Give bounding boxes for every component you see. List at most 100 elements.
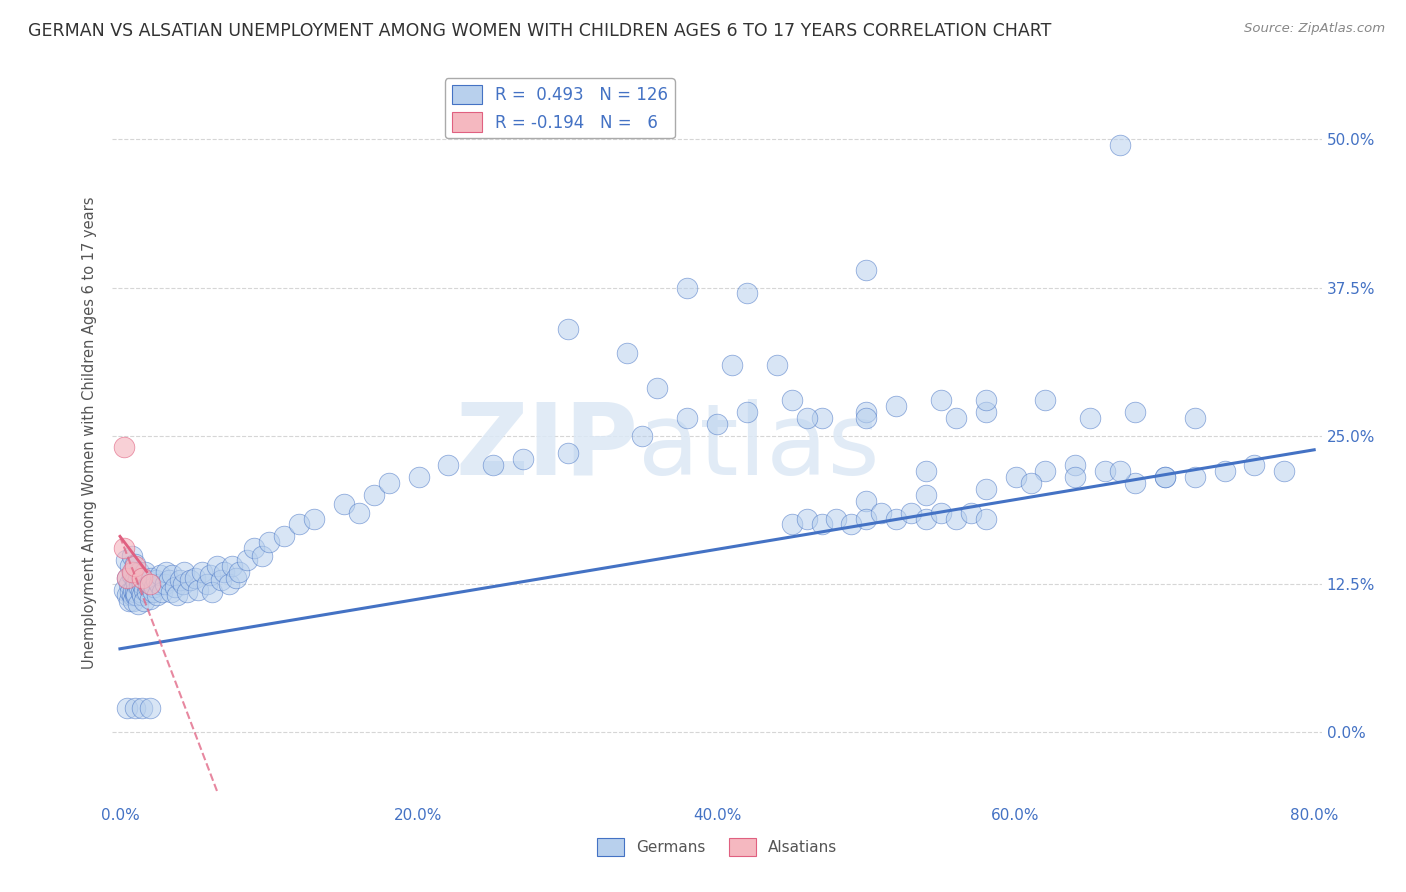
Point	[121, 565, 143, 579]
Point	[148, 576, 170, 591]
Point	[131, 701, 153, 715]
Point	[132, 582, 155, 597]
Point	[136, 580, 159, 594]
Point	[1123, 405, 1146, 419]
Point	[225, 571, 247, 585]
Point	[172, 576, 194, 591]
Point	[1154, 470, 1177, 484]
Point	[117, 571, 139, 585]
Point	[179, 573, 201, 587]
Point	[1272, 464, 1295, 478]
Point	[929, 392, 952, 407]
Point	[377, 475, 399, 490]
Point	[810, 517, 832, 532]
Point	[201, 585, 224, 599]
Point	[1078, 410, 1101, 425]
Point	[124, 557, 146, 571]
Point	[616, 345, 638, 359]
Point	[437, 458, 460, 473]
Point	[211, 573, 233, 587]
Point	[159, 585, 181, 599]
Point	[974, 511, 997, 525]
Point	[1064, 458, 1087, 473]
Point	[796, 410, 818, 425]
Point	[974, 482, 997, 496]
Point	[120, 585, 142, 599]
Point	[236, 553, 259, 567]
Point	[187, 582, 209, 597]
Point	[173, 565, 195, 579]
Text: GERMAN VS ALSATIAN UNEMPLOYMENT AMONG WOMEN WITH CHILDREN AGES 6 TO 17 YEARS COR: GERMAN VS ALSATIAN UNEMPLOYMENT AMONG WO…	[28, 22, 1052, 40]
Point	[1154, 470, 1177, 484]
Point	[146, 589, 169, 603]
Point	[855, 410, 877, 425]
Point	[120, 558, 142, 573]
Legend: Germans, Alsatians: Germans, Alsatians	[591, 832, 844, 862]
Point	[127, 597, 149, 611]
Point	[347, 506, 370, 520]
Point	[139, 576, 162, 591]
Point	[157, 573, 180, 587]
Point	[855, 493, 877, 508]
Point	[205, 558, 228, 573]
Point	[149, 568, 172, 582]
Point	[131, 589, 153, 603]
Point	[135, 573, 157, 587]
Point	[129, 573, 152, 587]
Point	[122, 594, 145, 608]
Point	[125, 576, 148, 591]
Point	[131, 571, 153, 585]
Point	[243, 541, 266, 555]
Point	[735, 286, 758, 301]
Point	[198, 568, 221, 582]
Point	[1035, 464, 1057, 478]
Point	[915, 488, 938, 502]
Point	[900, 506, 922, 520]
Point	[112, 441, 135, 455]
Point	[153, 576, 176, 591]
Point	[1109, 138, 1132, 153]
Point	[288, 517, 311, 532]
Point	[1004, 470, 1026, 484]
Point	[482, 458, 505, 473]
Point	[150, 585, 173, 599]
Point	[121, 549, 143, 564]
Point	[810, 410, 832, 425]
Point	[166, 589, 188, 603]
Point	[974, 405, 997, 419]
Point	[631, 428, 654, 442]
Point	[408, 470, 430, 484]
Point	[915, 464, 938, 478]
Point	[512, 452, 534, 467]
Point	[142, 585, 165, 599]
Point	[855, 405, 877, 419]
Point	[124, 585, 146, 599]
Point	[273, 529, 295, 543]
Point	[191, 565, 214, 579]
Point	[929, 506, 952, 520]
Point	[676, 280, 699, 294]
Point	[155, 565, 177, 579]
Point	[124, 573, 146, 587]
Point	[870, 506, 893, 520]
Point	[121, 589, 143, 603]
Point	[1094, 464, 1116, 478]
Y-axis label: Unemployment Among Women with Children Ages 6 to 17 years: Unemployment Among Women with Children A…	[82, 196, 97, 669]
Point	[250, 549, 273, 564]
Point	[765, 358, 787, 372]
Point	[796, 511, 818, 525]
Point	[333, 497, 356, 511]
Point	[134, 565, 156, 579]
Point	[145, 573, 167, 587]
Point	[117, 701, 139, 715]
Point	[117, 571, 139, 585]
Point	[1123, 475, 1146, 490]
Point	[124, 589, 146, 603]
Point	[128, 580, 150, 594]
Point	[1243, 458, 1265, 473]
Point	[195, 576, 218, 591]
Point	[945, 511, 967, 525]
Point	[122, 582, 145, 597]
Point	[117, 589, 139, 603]
Point	[557, 322, 579, 336]
